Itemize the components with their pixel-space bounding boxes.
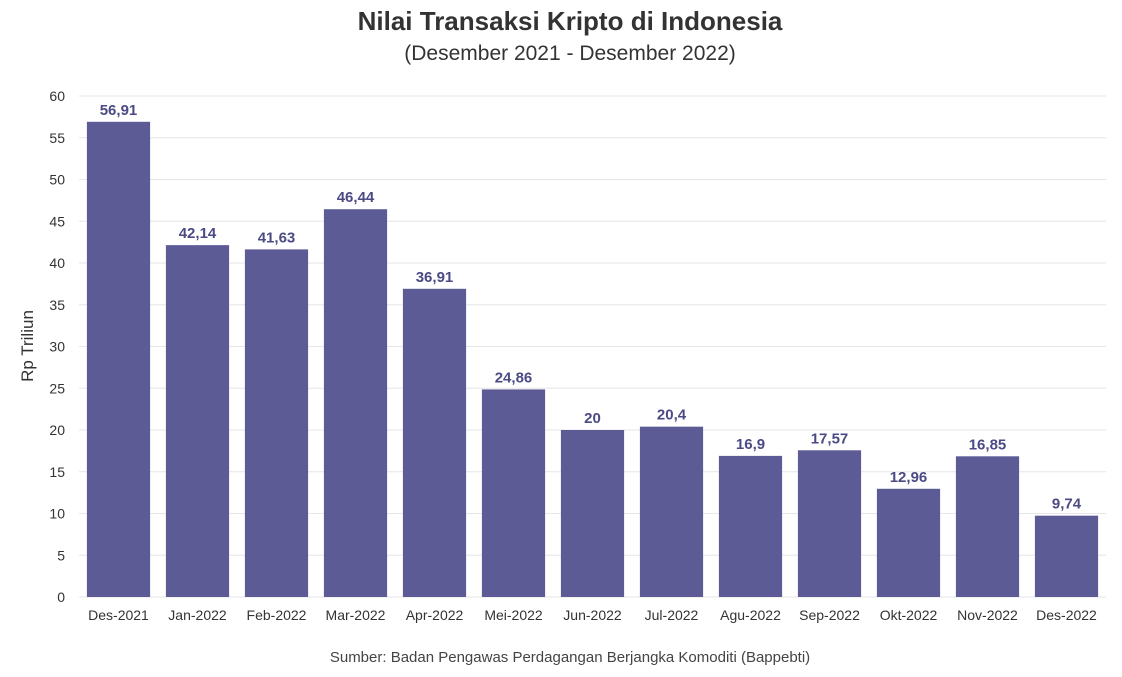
data-label: 46,44 xyxy=(337,189,375,206)
x-tick-label: Des-2022 xyxy=(1036,607,1097,623)
bar xyxy=(797,450,862,597)
chart-subtitle: (Desember 2021 - Desember 2022) xyxy=(404,42,736,65)
y-tick-label: 15 xyxy=(49,464,65,480)
y-tick-label: 50 xyxy=(49,172,65,188)
y-tick-label: 10 xyxy=(49,506,65,522)
bar xyxy=(1034,515,1099,597)
x-tick-label: Apr-2022 xyxy=(406,607,464,623)
bar xyxy=(955,456,1020,597)
bar xyxy=(560,430,625,597)
data-label: 36,91 xyxy=(416,269,454,286)
y-tick-label: 20 xyxy=(49,422,65,438)
bar xyxy=(718,455,783,597)
y-tick-label: 60 xyxy=(49,88,65,104)
x-tick-label: Mei-2022 xyxy=(484,607,543,623)
y-tick-label: 55 xyxy=(49,130,65,146)
bar xyxy=(86,121,151,597)
bar-chart: 56,91 42,14 41,63 46,44 36,91 24,86 20 20,4 16,9… xyxy=(18,88,1106,623)
bar xyxy=(165,245,230,598)
y-tick-label: 40 xyxy=(49,255,65,271)
source-note: Sumber: Badan Pengawas Perdagangan Berja… xyxy=(329,649,811,666)
x-tick-label: Jan-2022 xyxy=(168,607,227,623)
data-label: 20 xyxy=(584,410,601,427)
y-tick-label: 5 xyxy=(57,547,65,563)
y-tick-label: 30 xyxy=(49,339,65,355)
y-tick-label: 45 xyxy=(49,213,65,229)
data-label: 16,85 xyxy=(969,436,1007,453)
data-label: 16,9 xyxy=(736,436,765,453)
x-tick-label: Sep-2022 xyxy=(799,607,860,623)
data-label: 20,4 xyxy=(657,407,687,424)
data-label: 24,86 xyxy=(495,369,533,386)
chart-title: Nilai Transaksi Kripto di Indonesia xyxy=(357,6,783,36)
data-label: 56,91 xyxy=(100,102,138,119)
y-tick-label: 0 xyxy=(57,589,65,605)
data-label: 17,57 xyxy=(811,430,849,447)
x-tick-label: Jun-2022 xyxy=(563,607,622,623)
x-tick-label: Agu-2022 xyxy=(720,607,781,623)
x-tick-label: Des-2021 xyxy=(88,607,149,623)
bar xyxy=(639,426,704,597)
bar xyxy=(402,288,467,597)
x-tick-label: Feb-2022 xyxy=(247,607,307,623)
x-tick-label: Mar-2022 xyxy=(326,607,386,623)
bar xyxy=(244,249,309,597)
data-label: 42,14 xyxy=(179,225,217,242)
data-label: 12,96 xyxy=(890,469,928,486)
x-tick-label: Jul-2022 xyxy=(645,607,699,623)
y-tick-label: 35 xyxy=(49,297,65,313)
y-axis-label: Rp Triliun xyxy=(18,310,37,382)
data-label: 9,74 xyxy=(1052,496,1082,513)
x-tick-label: Nov-2022 xyxy=(957,607,1018,623)
bar xyxy=(876,488,941,597)
x-tick-label: Okt-2022 xyxy=(880,607,938,623)
y-tick-label: 25 xyxy=(49,380,65,396)
data-label: 41,63 xyxy=(258,229,296,246)
bar xyxy=(323,209,388,597)
bar xyxy=(481,389,546,597)
